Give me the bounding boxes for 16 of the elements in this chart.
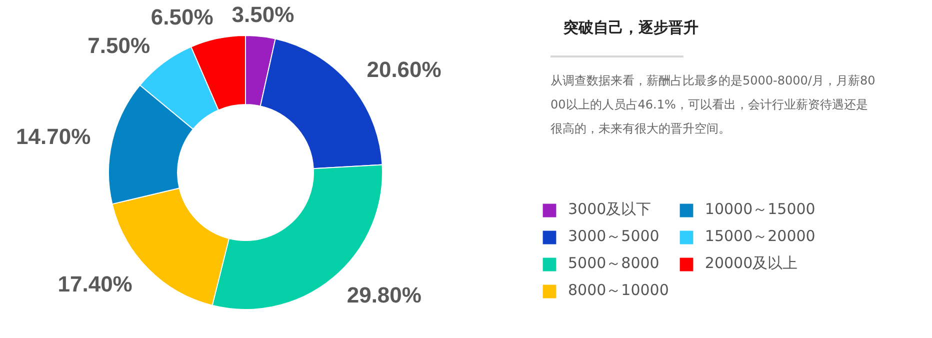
legend-label: 8000～10000 bbox=[568, 281, 669, 300]
legend-label: 10000～15000 bbox=[704, 200, 816, 219]
data-label: 17.40% bbox=[58, 272, 132, 297]
legend-label: 20000及以上 bbox=[704, 254, 798, 273]
data-label: 29.80% bbox=[346, 282, 422, 308]
data-label: 20.60% bbox=[366, 57, 442, 82]
legend-label: 5000～8000 bbox=[568, 254, 660, 273]
data-label: 7.50% bbox=[88, 32, 150, 58]
legend-label: 3000及以下 bbox=[568, 200, 652, 219]
text: 从调查数据来看，薪酬占比最多的是5000-8000/月，月薪8000以上的人员占46.1%，可以看出，会计行业薪资待遇还是很高的，未来有很大的晋升空间。 bbox=[550, 74, 876, 136]
legend-label: 15000～20000 bbox=[704, 227, 816, 246]
data-label: 3.50% bbox=[232, 2, 294, 27]
legend-label: 3000～5000 bbox=[568, 227, 660, 246]
data-label: 14.70% bbox=[16, 124, 91, 149]
text: 突破自己，逐步晋升 bbox=[562, 18, 698, 36]
data-label: 6.50% bbox=[150, 4, 214, 30]
